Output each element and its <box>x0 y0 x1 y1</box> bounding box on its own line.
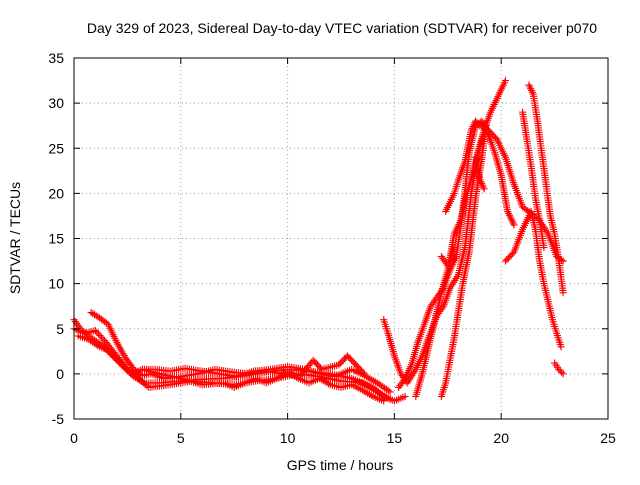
y-tick-label: 5 <box>56 321 64 337</box>
y-tick-label: 30 <box>48 95 64 111</box>
data-point <box>507 251 515 259</box>
data-point <box>386 395 394 403</box>
data-point <box>557 343 565 351</box>
x-tick-label: 10 <box>280 430 296 446</box>
data-point <box>556 367 564 375</box>
data-point <box>480 185 488 193</box>
data-point <box>558 368 566 376</box>
series-track-n <box>519 108 548 252</box>
data-point <box>501 257 510 265</box>
data-point <box>380 397 388 405</box>
data-point <box>559 370 567 378</box>
marks-layer <box>70 77 567 405</box>
data-point <box>339 356 347 364</box>
series-track-e <box>138 365 388 405</box>
data-point <box>353 362 361 370</box>
data-point <box>316 364 324 372</box>
data-point <box>559 289 567 297</box>
y-tick-label: 10 <box>48 276 64 292</box>
data-point <box>450 243 458 252</box>
data-point <box>504 254 512 262</box>
series-track-j <box>437 243 458 270</box>
series-track-m <box>501 207 565 351</box>
y-axis-label: SDTVAR / TECUs <box>7 182 23 294</box>
data-point <box>350 359 359 367</box>
y-tick-label: 20 <box>48 185 64 201</box>
data-point <box>338 358 346 366</box>
data-point <box>349 358 357 366</box>
data-point <box>503 256 511 264</box>
data-point <box>506 253 514 261</box>
data-point <box>540 243 548 252</box>
series-track-f <box>380 77 510 387</box>
x-tick-label: 15 <box>387 430 403 446</box>
y-tick-label: 15 <box>48 231 64 247</box>
series-track-i <box>437 122 490 400</box>
x-tick-label: 20 <box>493 430 509 446</box>
series-track-l <box>472 153 488 193</box>
x-tick-label: 0 <box>70 430 78 446</box>
series-track-g <box>395 117 518 391</box>
series-track-h <box>412 131 488 400</box>
y-tick-label: 0 <box>56 366 64 382</box>
ticks-layer: 0 5 10 15 20 25 -5 0 5 10 15 20 25 30 35 <box>48 50 616 446</box>
x-tick-label: 25 <box>600 430 616 446</box>
data-point <box>348 356 356 364</box>
x-tick-label: 5 <box>177 430 185 446</box>
data-point <box>313 361 322 369</box>
data-point <box>343 352 351 360</box>
data-point <box>312 359 320 367</box>
series-track-p <box>551 359 567 378</box>
data-point <box>386 388 394 396</box>
chart-title: Day 329 of 2023, Sidereal Day-to-day VTE… <box>87 20 597 36</box>
data-point <box>346 355 354 363</box>
data-point <box>501 77 510 85</box>
data-point <box>401 392 409 400</box>
series-track-o <box>525 81 567 297</box>
data-point <box>360 370 369 378</box>
y-tick-label: 35 <box>48 50 64 66</box>
x-axis-label: GPS time / hours <box>287 457 394 473</box>
y-tick-label: -5 <box>52 411 65 427</box>
data-point <box>510 221 518 229</box>
data-point <box>341 355 349 363</box>
y-tick-label: 25 <box>48 140 64 156</box>
data-point <box>345 353 353 361</box>
